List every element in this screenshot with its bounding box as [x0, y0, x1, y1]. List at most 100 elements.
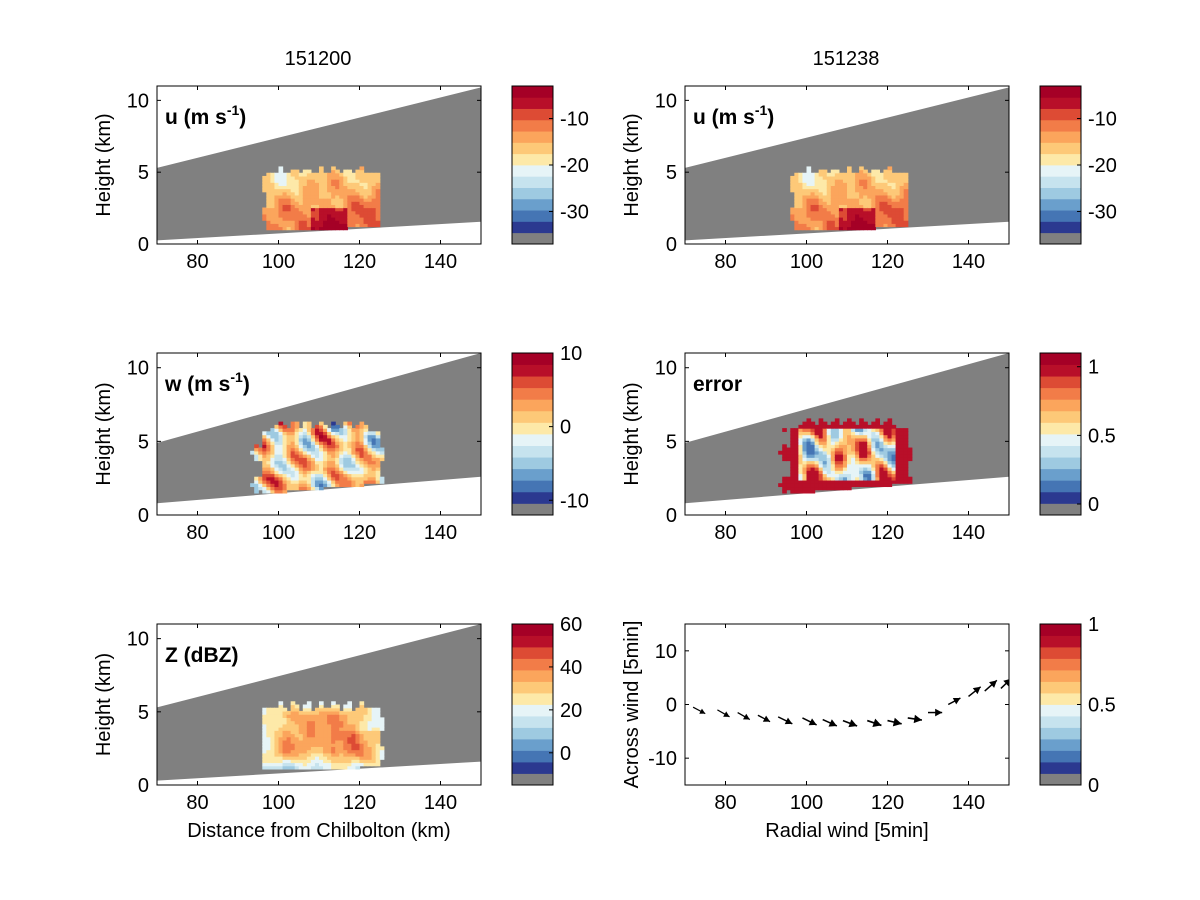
field-cell: [306, 733, 312, 738]
field-cell: [306, 707, 312, 712]
field-cell: [331, 428, 336, 432]
field-cell: [347, 701, 352, 706]
field-cell: [258, 479, 263, 484]
field-cell: [359, 428, 365, 432]
field-cell: [335, 220, 340, 224]
field-cell: [343, 182, 348, 186]
field-cell: [895, 185, 901, 190]
field-cell: [879, 201, 885, 205]
field-cell: [851, 421, 856, 426]
field-cell: [294, 223, 300, 228]
field-cell: [883, 223, 889, 228]
field-cell: [883, 463, 889, 468]
field-cell: [371, 470, 377, 475]
colorbar-tick-label: 40: [560, 657, 582, 679]
field-cell: [323, 213, 328, 218]
field-cell: [343, 710, 348, 715]
field-cell: [879, 204, 885, 209]
field-cell: [339, 759, 344, 764]
field-cell: [826, 172, 832, 177]
field-cell: [371, 476, 377, 481]
field-cell: [294, 444, 300, 449]
field-cell: [270, 457, 276, 462]
field-cell: [282, 424, 288, 429]
field-cell: [339, 185, 344, 190]
field-cell: [294, 428, 300, 432]
field-cell: [331, 717, 336, 722]
field-cell: [331, 179, 336, 183]
field-cell: [842, 479, 848, 484]
field-cell: [867, 185, 872, 190]
field-cell: [810, 483, 816, 488]
field-cell: [798, 175, 804, 180]
field-cell: [266, 479, 271, 484]
field-cell: [363, 457, 369, 462]
field-cell: [274, 185, 280, 190]
field-cell: [875, 444, 880, 449]
field-cell: [331, 431, 336, 436]
field-cell: [298, 749, 304, 754]
field-cell: [834, 210, 840, 215]
field-cell: [375, 223, 381, 228]
field-cell: [847, 188, 852, 193]
field-cell: [818, 441, 824, 445]
field-cell: [810, 204, 816, 209]
field-cell: [278, 213, 284, 218]
field-cell: [818, 223, 824, 228]
field-cell: [842, 191, 848, 196]
colorbar-swatch: [1040, 131, 1081, 143]
field-cell: [327, 437, 332, 442]
y-tick-label: 0: [666, 234, 677, 256]
field-cell: [290, 479, 296, 484]
field-cell: [359, 457, 365, 462]
field-cell: [883, 216, 889, 221]
y-tick-label: 0: [666, 695, 677, 717]
field-cell: [262, 727, 267, 731]
field-cell: [810, 216, 816, 221]
field-cell: [262, 431, 267, 436]
field-cell: [834, 191, 840, 196]
field-cell: [867, 466, 872, 471]
wind-arrow: [1000, 679, 1009, 689]
field-cell: [875, 213, 880, 218]
field-cell: [786, 450, 791, 455]
field-cell: [319, 204, 324, 209]
field-cell: [855, 226, 860, 231]
axes-frame: [156, 85, 482, 245]
field-cell: [830, 450, 836, 455]
field-cell: [302, 210, 308, 215]
field-cell: [323, 226, 328, 231]
colorbar-swatch: [1040, 704, 1081, 717]
field-cell: [847, 216, 852, 221]
field-cell: [375, 727, 381, 731]
field-cell: [810, 460, 816, 465]
field-cell: [351, 172, 357, 177]
field-cell: [810, 437, 816, 442]
field-cell: [903, 441, 909, 445]
field-cell: [310, 223, 316, 228]
field-cell: [867, 479, 872, 484]
field-cell: [298, 201, 304, 205]
field-cell: [323, 759, 328, 764]
field-cell: [351, 185, 357, 190]
field-cell: [319, 457, 324, 462]
colorbar-swatch: [1040, 434, 1081, 446]
field-cell: [331, 746, 336, 751]
field-cell: [887, 466, 893, 471]
field-cell: [371, 723, 377, 728]
field-cell: [323, 424, 328, 429]
field-cell: [794, 216, 799, 221]
field-cell: [270, 736, 276, 741]
field-cell: [883, 479, 889, 484]
field-cell: [294, 707, 300, 712]
field-cell: [331, 220, 336, 224]
field-cell: [266, 710, 271, 715]
field-cell: [351, 175, 357, 180]
field-cell: [838, 188, 844, 193]
field-cell: [814, 182, 820, 186]
field-cell: [863, 473, 868, 478]
field-cell: [314, 454, 320, 458]
field-cell: [343, 704, 348, 709]
field-cell: [262, 473, 267, 478]
field-cell: [355, 752, 361, 757]
